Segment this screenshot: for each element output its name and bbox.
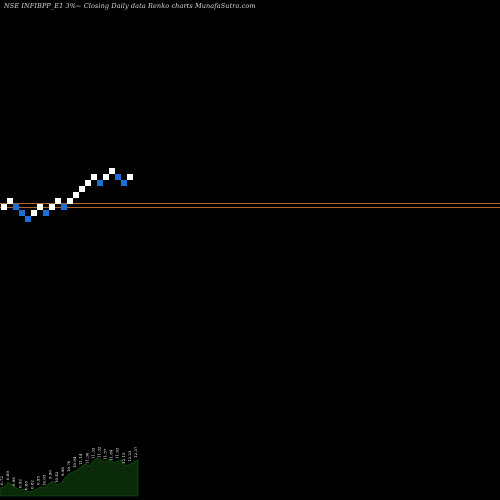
volume-label: 0.88 [23,481,28,490]
renko-brick-down [43,210,49,216]
renko-brick-up [49,204,55,210]
volume-label: 11.32 [96,446,101,458]
volume-panel: 0.720.890.96 0.92 0.88 0.82 0.95 10.05 9.90 10.… [0,446,139,497]
volume-label: 0.82 [29,480,34,489]
chart-title: NSE INFIBPP_E1 3%~ Closing Daily data Re… [4,2,256,10]
renko-brick-up [55,198,61,204]
renko-bricks [1,168,133,222]
volume-label: 11.57 [103,448,108,460]
renko-brick-down [115,174,121,180]
volume-label: 0.72 [0,476,4,485]
volume-label: 11.14 [78,453,83,465]
renko-brick-down [121,180,127,186]
renko-brick-up [37,204,43,210]
volume-label: 9.98 [60,467,65,476]
volume-label: 0.92 [17,479,22,488]
renko-brick-down [19,210,25,216]
volume-label: 12.15 [121,452,126,464]
volume-label: 9.90 [48,470,53,479]
volume-label: 0.95 [36,476,41,485]
volume-label: 11.32 [90,447,95,459]
volume-label: 0.89 [5,471,10,480]
renko-brick-up [73,192,79,198]
renko-brick-up [1,204,7,210]
volume-label: 11.93 [115,447,120,459]
renko-brick-up [109,168,115,174]
renko-brick-up [67,198,73,204]
volume-label: 12.23 [127,450,132,462]
volume-label: 10.70 [66,460,71,472]
volume-area [0,457,139,497]
renko-brick-up [103,174,109,180]
reference-lines [0,202,500,209]
volume-label: 10.94 [72,456,77,468]
renko-brick-up [85,180,91,186]
renko-brick-up [7,198,13,204]
renko-brick-down [97,180,103,186]
renko-brick-up [127,174,133,180]
volume-label: 12.37 [133,446,138,458]
renko-brick-up [31,210,37,216]
volume-label: 11.84 [109,449,114,461]
renko-brick-down [61,204,67,210]
renko-brick-down [25,216,31,222]
renko-brick-up [79,186,85,192]
volume-label: 11.30 [84,452,89,464]
volume-label: 10.05 [42,474,47,486]
volume-label: 10.42 [54,471,59,483]
renko-brick-up [91,174,97,180]
volume-label: 0.96 [11,477,16,486]
renko-brick-down [13,204,19,210]
